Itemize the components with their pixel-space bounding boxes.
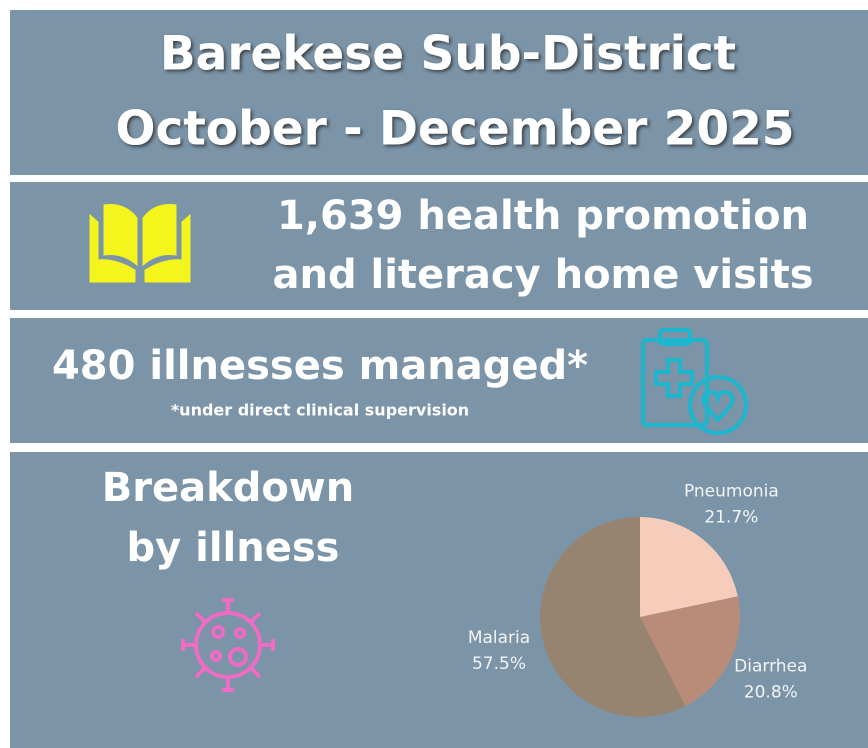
title-panel [10, 10, 868, 175]
title: October - December 2025 [116, 102, 795, 157]
slice-value: 21.7% [704, 507, 758, 527]
pie-slice [540, 517, 686, 718]
breakdown-heading: Breakdown [102, 465, 354, 511]
pie-slice [640, 596, 740, 707]
visits-text: and literacy home visits [272, 252, 813, 298]
illness-headline: 480 illnesses managed* [52, 343, 588, 389]
slice-value: 57.5% [472, 654, 526, 674]
slice-label: Pneumonia [684, 481, 779, 501]
visits-text: 1,639 health promotion [277, 193, 809, 239]
book-icon [89, 204, 191, 283]
pie-slice [640, 517, 738, 617]
illness-note: *under direct clinical supervision [171, 401, 469, 420]
title: Barekese Sub-District [160, 27, 736, 82]
illness-panel [10, 318, 868, 443]
breakdown-heading: by illness [127, 525, 340, 571]
slice-value: 20.8% [744, 683, 798, 703]
slice-label: Malaria [468, 628, 530, 648]
virus-icon [181, 598, 275, 692]
slice-label: Diarrhea [734, 657, 807, 677]
clipboard-icon [641, 328, 748, 435]
